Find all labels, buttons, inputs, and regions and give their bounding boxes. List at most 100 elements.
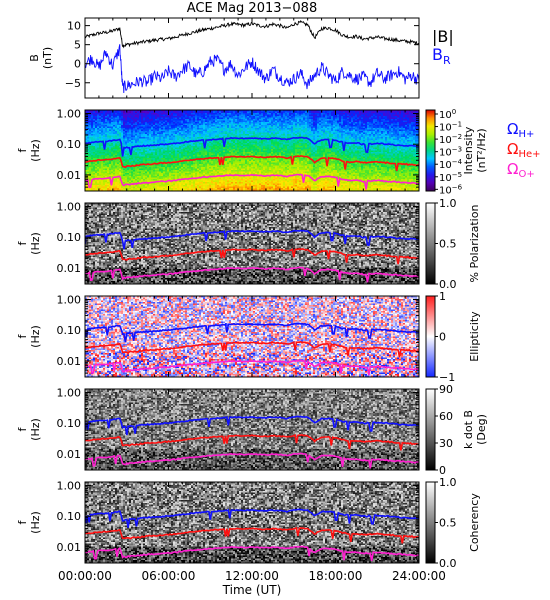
x-tick-label: 12:00:00: [225, 569, 279, 583]
y-tick-label: 1.00: [57, 201, 82, 214]
y-axis-label: f: [16, 147, 29, 152]
gyrofrequency-line-he-plus: [85, 155, 419, 172]
y-axis-label: f: [16, 519, 29, 524]
y-axis-label: (Hz): [29, 232, 42, 255]
y-tick-label: 0.01: [57, 262, 82, 275]
colorbar-tick-label: 0.5: [439, 517, 457, 530]
x-axis-label: Time (UT): [222, 583, 282, 597]
y-axis-label: (Hz): [29, 418, 42, 441]
panel-k-dot-b: 1.00 0.10 0.01 f (Hz) 90 60 30 0 k dot B (Deg): [16, 383, 488, 477]
gyrofrequency-line-he-plus: [85, 526, 419, 544]
y-tick-label: 0.10: [57, 324, 82, 337]
y-tick-label: 1.00: [57, 480, 82, 493]
y-tick-label: −5: [65, 77, 81, 90]
colorbar-label: Coherency: [468, 493, 481, 552]
colorbar-tick-label: 100: [439, 108, 456, 121]
colorbar-tick-label: 10−6: [439, 183, 463, 196]
colorbar-label: Ellipticity: [468, 311, 481, 362]
legend-omega-he-plus: ΩHe+: [507, 140, 541, 160]
x-tick-label: 00:00:00: [58, 569, 112, 583]
colorbar-tick-label: 60: [439, 410, 453, 423]
y-axis-label: (nT): [41, 47, 54, 69]
y-tick-label: 0.01: [57, 169, 82, 182]
colorbar-label: (nT²/Hz): [475, 128, 488, 172]
x-tick-label: 24:00:00: [392, 569, 446, 583]
legend-omega-o-plus: ΩO+: [507, 160, 535, 180]
colorbar-tick-label: 1.0: [439, 197, 457, 210]
legend-entry-btotal: |B|: [432, 27, 454, 46]
colorbar-label: Intensity: [462, 126, 475, 174]
colorbar-tick-label: 0: [439, 464, 446, 477]
series-line-br: [85, 44, 419, 94]
panel-magnetic-field: 10 5 0 −5 B (nT) |B|BR: [28, 17, 454, 99]
y-tick-label: 0.10: [57, 231, 82, 244]
x-tick-label: 06:00:00: [142, 569, 196, 583]
colorbar-label: k dot B: [462, 410, 475, 449]
gyrofrequency-line-he-plus: [85, 340, 419, 358]
colorbar: [425, 481, 436, 564]
gyrofrequency-line-o-plus: [85, 173, 419, 190]
colorbar-tick-label: 1: [439, 290, 446, 303]
colorbar: [425, 109, 436, 192]
panel-ellipticity: 1.00 0.10 0.01 f (Hz) 1 0 −1 Ellipticity: [16, 290, 481, 384]
y-axis-label: (Hz): [29, 325, 42, 348]
x-axis: 00:00:00 06:00:00 12:00:00 18:00:00 24:00:00: [58, 569, 446, 583]
colorbar-tick-label: 30: [439, 437, 453, 450]
series-line-btotal: [85, 20, 419, 49]
legend-entry-br: BR: [432, 45, 451, 67]
gyrofrequency-line-h-plus: [85, 136, 419, 157]
spectrogram-image: [85, 110, 419, 191]
colorbar: [425, 295, 436, 378]
y-tick-label: 1.00: [57, 387, 82, 400]
spectrogram-image: [85, 203, 419, 284]
spectrogram-image: [85, 389, 419, 470]
gyrofrequency-line-o-plus: [85, 452, 419, 469]
gyrofrequency-line-o-plus: [85, 545, 419, 562]
colorbar: [425, 202, 436, 285]
panel-polarization: 1.00 0.10 0.01 f (Hz) 1.0 0.5 0.0 % Polarization: [16, 197, 481, 291]
panel-coherency: 1.00 0.10 0.01 f (Hz) 1.0 0.5 0.0 Coherency: [16, 476, 481, 570]
y-axis-label: f: [16, 240, 29, 245]
colorbar-tick-label: 0.5: [439, 238, 457, 251]
panel-intensity: 1.00 0.10 0.01 f (Hz) 10010−110−210−310−410−5…: [16, 108, 541, 197]
y-axis-label: (Hz): [29, 511, 42, 534]
x-tick-label: 18:00:00: [309, 569, 363, 583]
gyrofrequency-line-h-plus: [85, 322, 419, 343]
colorbar-label: % Polarization: [468, 205, 481, 283]
y-tick-label: 1.00: [57, 108, 82, 121]
figure-title: ACE Mag 2013−088: [187, 1, 317, 16]
gyrofrequency-line-h-plus: [85, 229, 419, 250]
gyrofrequency-line-o-plus: [85, 359, 419, 376]
colorbar-tick-label: 10−5: [439, 171, 462, 184]
y-axis-label: f: [16, 333, 29, 338]
y-tick-label: 0.01: [57, 448, 82, 461]
colorbar-tick-label: 1.0: [439, 476, 457, 489]
colorbar-label: (Deg): [475, 414, 488, 445]
gyrofrequency-line-h-plus: [85, 415, 419, 436]
spectrogram-image: [85, 482, 419, 563]
colorbar-tick-label: 10−1: [439, 121, 462, 134]
gyrofrequency-line-he-plus: [85, 248, 419, 265]
y-tick-label: 0.10: [57, 417, 82, 430]
y-tick-label: 10: [67, 20, 81, 33]
colorbar-tick-label: −1: [439, 371, 455, 384]
colorbar-tick-label: 0: [439, 331, 446, 344]
y-tick-label: 0.10: [57, 510, 82, 523]
gyrofrequency-line-o-plus: [85, 266, 419, 283]
colorbar-tick-label: 10−4: [439, 158, 463, 171]
colorbar-tick-label: 90: [439, 383, 453, 396]
colorbar-tick-label: 0.0: [439, 278, 457, 291]
legend-omega-h-plus: ΩH+: [507, 120, 534, 140]
gyrofrequency-line-h-plus: [85, 508, 419, 528]
colorbar-tick-label: 0.0: [439, 557, 457, 570]
y-tick-label: 1.00: [57, 294, 82, 307]
colorbar-tick-label: 10−2: [439, 133, 462, 146]
y-axis-label: (Hz): [29, 139, 42, 162]
gyrofrequency-line-he-plus: [85, 434, 419, 451]
y-tick-label: 0.01: [57, 355, 82, 368]
colorbar-tick-label: 10−3: [439, 146, 462, 159]
spectrogram-image: [85, 296, 419, 377]
y-tick-label: 0.10: [57, 138, 82, 151]
